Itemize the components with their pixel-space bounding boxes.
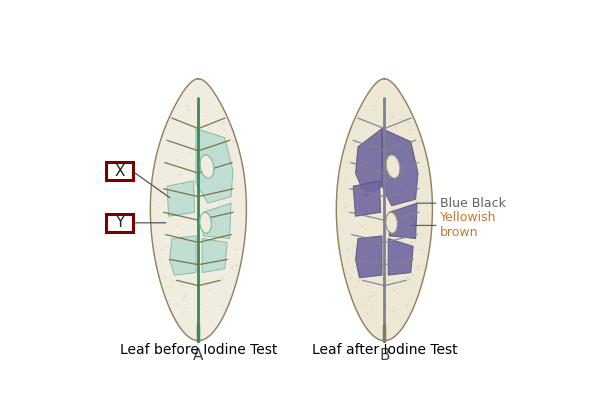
- Text: A: A: [193, 348, 203, 363]
- Text: Leaf before Iodine Test: Leaf before Iodine Test: [120, 343, 277, 357]
- Polygon shape: [389, 203, 417, 239]
- FancyBboxPatch shape: [106, 162, 133, 180]
- Text: Leaf after Iodine Test: Leaf after Iodine Test: [312, 343, 457, 357]
- Ellipse shape: [386, 212, 397, 233]
- Ellipse shape: [386, 155, 400, 178]
- Polygon shape: [382, 128, 418, 206]
- Polygon shape: [196, 128, 233, 203]
- Polygon shape: [356, 236, 382, 278]
- Polygon shape: [356, 128, 382, 197]
- Text: B: B: [379, 348, 390, 363]
- Text: Yellowish
brown: Yellowish brown: [440, 211, 497, 240]
- Polygon shape: [203, 203, 231, 239]
- Polygon shape: [353, 181, 381, 216]
- Text: Y: Y: [115, 215, 124, 230]
- Text: Blue Black: Blue Black: [440, 197, 506, 210]
- Text: X: X: [114, 164, 124, 179]
- FancyBboxPatch shape: [106, 214, 133, 232]
- Ellipse shape: [200, 212, 211, 233]
- Polygon shape: [336, 79, 433, 341]
- Ellipse shape: [200, 155, 214, 178]
- Polygon shape: [388, 239, 413, 275]
- Polygon shape: [170, 236, 196, 275]
- Polygon shape: [202, 239, 227, 273]
- Polygon shape: [167, 181, 195, 216]
- Polygon shape: [151, 79, 246, 341]
